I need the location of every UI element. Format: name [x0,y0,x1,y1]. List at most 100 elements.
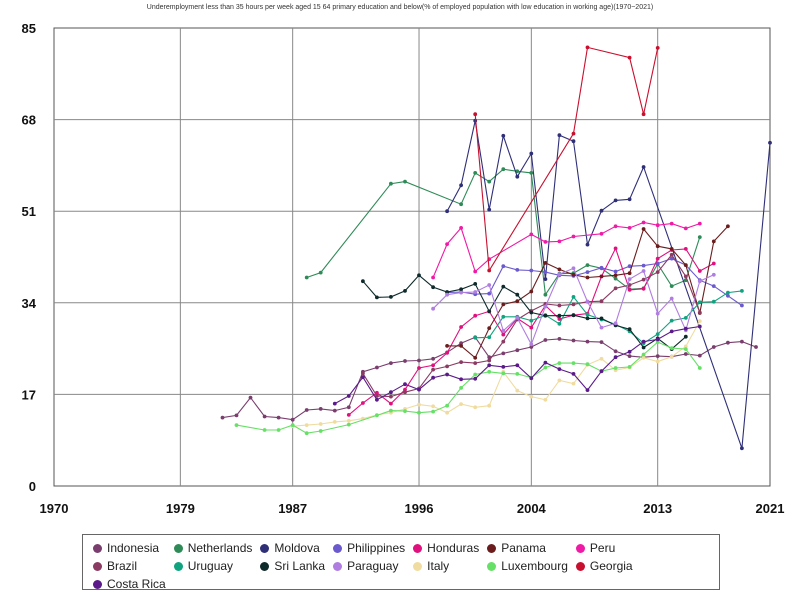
legend-marker [575,543,585,553]
legend-label: Peru [589,541,616,555]
data-point [431,363,435,368]
data-point [501,332,506,337]
data-point [375,413,379,418]
data-point [501,167,506,172]
data-point [445,364,449,369]
data-point [361,279,365,284]
data-point [487,358,492,363]
data-point [459,386,463,390]
data-point [234,423,239,427]
data-point [529,318,534,323]
data-point [697,324,702,329]
series-line [447,258,743,306]
data-point [389,295,393,299]
data-point [501,284,506,289]
data-point [697,269,702,273]
data-point [501,328,506,333]
data-point [683,247,688,251]
data-point [585,388,590,392]
data-point [459,344,463,348]
legend-item: Georgia [575,559,633,573]
data-point [487,283,492,287]
data-point [431,375,435,380]
data-point [655,256,660,261]
data-point [375,295,379,300]
series-peru [431,220,702,280]
data-point [641,352,646,357]
x-tick-label: 1979 [166,501,195,516]
plot-frame [53,27,771,487]
legend-item: Netherlands [173,541,252,555]
data-point [290,423,295,427]
data-point [529,232,534,237]
data-point [431,409,435,414]
data-point [613,273,618,278]
data-point [304,431,309,436]
data-point [613,224,618,229]
legend-marker [333,543,343,553]
data-point [627,197,632,202]
data-point [501,371,506,376]
data-point [683,316,688,320]
data-point [389,401,393,406]
data-point [655,270,660,274]
legend-item: Uruguay [173,559,253,573]
data-point [683,334,688,339]
data-point [346,413,351,417]
data-point [711,345,716,349]
data-point [641,263,646,268]
data-point [459,202,463,207]
legend-item: Italy [413,559,479,573]
legend-marker [333,561,343,571]
series-honduras [346,246,716,417]
data-point [585,270,590,274]
data-point [332,420,337,424]
data-point [697,366,702,370]
data-point [585,312,590,317]
data-point [473,372,478,377]
data-point [473,361,478,365]
data-point [641,112,646,117]
data-point [361,401,365,405]
data-point [431,404,435,409]
data-point [375,365,379,370]
legend-marker [487,561,497,571]
data-point [655,223,660,228]
data-point [445,372,449,377]
data-point [515,299,520,304]
series-georgia [473,45,660,273]
data-point [585,263,590,267]
data-point [641,165,646,169]
data-point [501,339,506,344]
data-point [669,329,674,334]
data-point [641,277,646,282]
data-point [669,296,674,301]
data-point [543,277,548,281]
data-point [248,395,253,400]
data-point [389,390,393,395]
data-point [445,351,449,355]
legend-label: Moldova [274,541,320,555]
data-point [655,244,660,249]
data-point [697,300,702,305]
data-point [403,409,407,413]
data-point [599,274,604,279]
data-point [529,345,534,349]
data-point [599,265,604,270]
data-point [557,378,562,383]
legend-label: Indonesia [107,541,160,555]
data-point [683,226,688,231]
data-point [585,362,590,367]
data-point [543,365,548,370]
data-point [501,365,506,369]
data-point [487,363,492,368]
x-tick-label: 1996 [405,501,434,516]
data-point [473,313,478,318]
data-point [473,269,478,274]
data-point [220,415,225,420]
data-point [346,418,351,423]
data-point [515,388,520,393]
data-point [655,359,660,364]
legend-marker [173,561,183,571]
